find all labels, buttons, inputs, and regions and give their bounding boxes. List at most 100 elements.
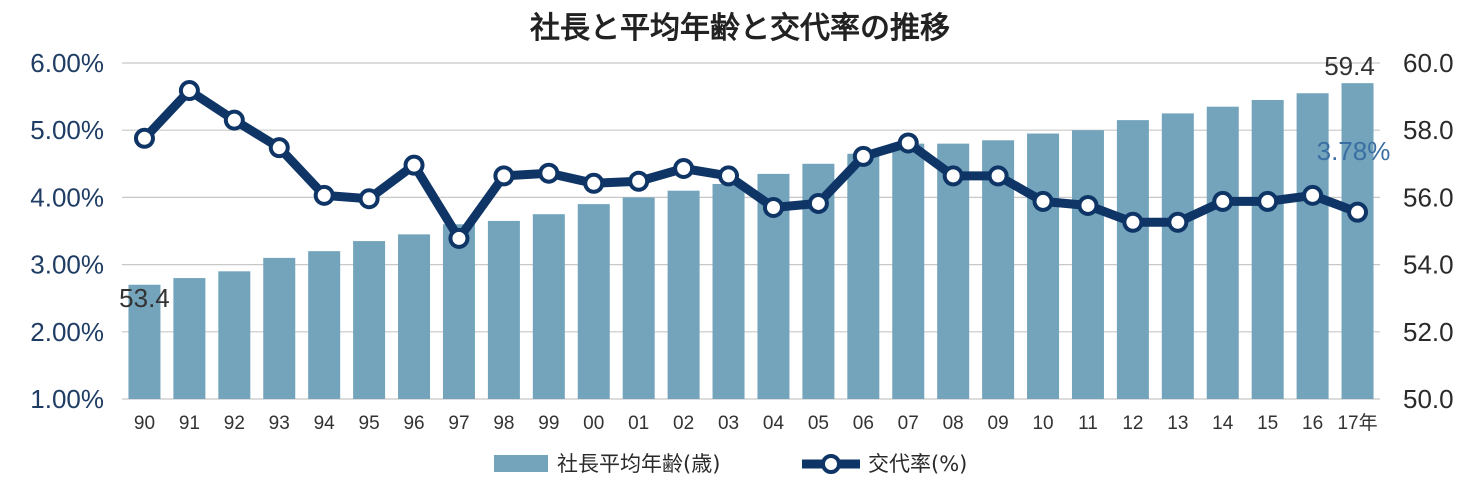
x-tick-label: 02 [673,413,694,434]
x-tick-label: 13 [1167,413,1188,434]
rate-point [987,165,1009,187]
line-series-rate [133,80,1369,249]
x-tick-label: 00 [583,413,604,434]
bar [308,251,341,399]
x-tick-label: 97 [448,413,469,434]
bar [353,241,386,399]
rate-point [448,227,470,249]
x-tick-label: 08 [943,413,964,434]
bar [532,214,565,399]
rate-point [1257,190,1279,212]
bar [128,284,161,399]
chart-title: 社長と平均年齢と交代率の推移 [530,11,950,46]
bar [1296,93,1329,400]
bar [1027,133,1060,399]
bar [847,153,880,399]
y-left-tick-label: 3.00% [30,250,104,280]
y-right-tick-label: 58.0 [1403,115,1454,145]
y-left-tick-label: 6.00% [30,48,104,78]
x-tick-label: 14 [1212,413,1234,434]
rate-point [1077,194,1099,216]
bar [667,190,700,399]
x-tick-label: 96 [403,413,424,434]
rate-point [313,184,335,206]
y-right-tick-label: 60.0 [1403,48,1454,78]
x-axis: 90 91 92 93 94 95 96 97 98 99 00 01 02 03 04 05 06 07 08 09… [134,412,1378,434]
bar [1341,83,1374,399]
rate-line [141,86,1360,243]
x-tick-label: 98 [493,413,514,434]
x-tick-label: 16 [1302,413,1323,434]
bar [263,257,296,399]
bar [1116,120,1149,400]
x-tick-label: 05 [808,413,829,434]
rate-point [897,132,919,154]
y-left-tick-label: 4.00% [30,182,104,212]
x-tick-label: 99 [538,413,559,434]
bar [1071,130,1104,399]
bar [398,234,431,399]
x-tick-label: 94 [314,413,336,434]
rate-point [358,188,380,210]
bar [892,143,925,399]
data-label-age-last: 59.4 [1324,51,1375,81]
rate-point [178,80,200,102]
legend-swatch-rate-marker [821,454,841,474]
bar [622,197,655,399]
rate-point [493,165,515,187]
rate-point [673,158,695,180]
legend-label-rate: 交代率(%) [868,452,967,476]
x-tick-label: 17年 [1337,412,1377,434]
x-tick-label: 07 [898,413,919,434]
rate-point [628,170,650,192]
y-right-tick-label: 56.0 [1403,182,1454,212]
x-tick-label: 10 [1032,413,1053,434]
bar [1206,106,1239,400]
legend: 社長平均年齢(歳) 交代率(%) [494,452,967,476]
rate-point [1032,190,1054,212]
legend-label-age: 社長平均年齢(歳) [557,452,720,476]
rate-point [538,162,560,184]
data-label-rate-last: 3.78% [1317,136,1391,166]
bar [1161,113,1194,400]
rate-point [583,172,605,194]
x-tick-label: 91 [179,413,200,434]
x-tick-label: 09 [988,413,1009,434]
rate-point [268,137,290,159]
bar [173,278,206,399]
x-tick-label: 15 [1257,413,1278,434]
x-tick-label: 03 [718,413,739,434]
x-tick-label: 01 [628,413,649,434]
rate-point [718,165,740,187]
y-left-tick-label: 1.00% [30,384,104,414]
x-tick-label: 04 [763,413,785,434]
rate-point [852,145,874,167]
y-left-tick-label: 2.00% [30,317,104,347]
bar [1251,99,1284,400]
y-axis-left: 1.00% 2.00% 3.00% 4.00% 5.00% 6.00% [30,48,104,414]
x-tick-label: 11 [1078,413,1098,434]
y-left-tick-label: 5.00% [30,115,104,145]
bar [442,224,475,399]
x-tick-label: 93 [269,413,290,434]
bar-series-age [128,83,1374,400]
rate-point [133,127,155,149]
data-labels: 53.4 59.4 3.78% [119,51,1390,313]
rate-point [942,165,964,187]
rate-point [807,192,829,214]
rate-point [1122,211,1144,233]
y-right-tick-label: 52.0 [1403,317,1454,347]
rate-point [1347,201,1369,223]
x-tick-label: 90 [134,413,155,434]
x-tick-label: 06 [853,413,874,434]
data-label-age-first: 53.4 [119,283,170,313]
y-right-tick-label: 50.0 [1403,384,1454,414]
rate-point [223,109,245,131]
bar [218,271,251,399]
legend-swatch-age [494,455,548,472]
rate-point [1212,190,1234,212]
bar [712,183,745,399]
rate-point [1167,211,1189,233]
bar [577,204,610,399]
